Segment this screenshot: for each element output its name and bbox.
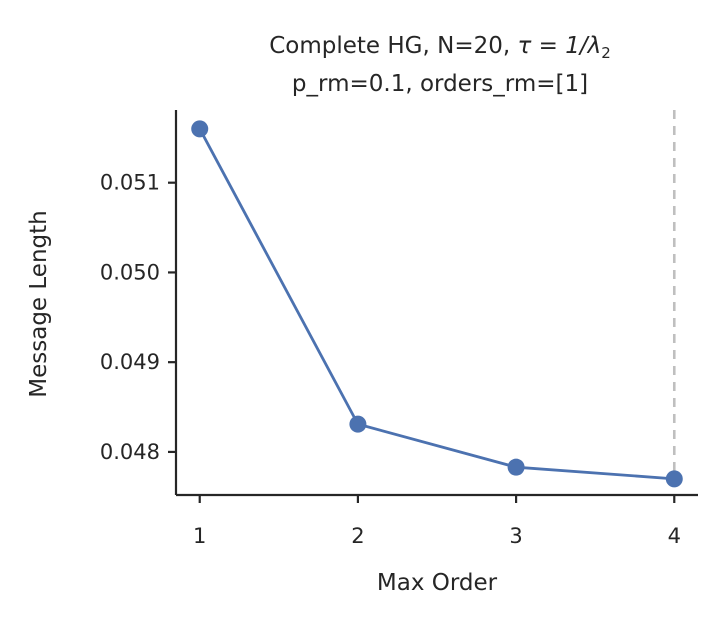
x-tick-label: 2 [351, 524, 364, 548]
chart-title-math: τ = 1/λ [517, 33, 601, 59]
data-point [191, 120, 209, 138]
chart-title-line-2: p_rm=0.1, orders_rm=[1] [292, 71, 588, 97]
data-point [507, 458, 525, 476]
y-tick-label: 0.049 [100, 350, 160, 374]
y-axis-label: Message Length [26, 210, 52, 397]
x-tick-label: 1 [193, 524, 206, 548]
y-tick-label: 0.050 [100, 260, 160, 284]
x-tick-label: 4 [668, 524, 681, 548]
series-line [198, 128, 675, 481]
chart-title-prefix: Complete HG, N=20, [269, 33, 517, 59]
y-tick-label: 0.048 [100, 440, 160, 464]
y-tick-label: 0.051 [100, 171, 160, 195]
x-axis-label: Max Order [377, 570, 498, 596]
chart-title-line-1: Complete HG, N=20, τ = 1/λ2 [269, 33, 611, 62]
ticks: 1 2 3 4 0.048 0.049 0.050 0.051 [100, 171, 681, 548]
data-point [349, 415, 367, 433]
data-point [665, 470, 683, 488]
axes [174, 110, 698, 497]
chart-title-subscript: 2 [601, 44, 611, 62]
series-layer [191, 120, 683, 488]
x-tick-label: 3 [509, 524, 522, 548]
